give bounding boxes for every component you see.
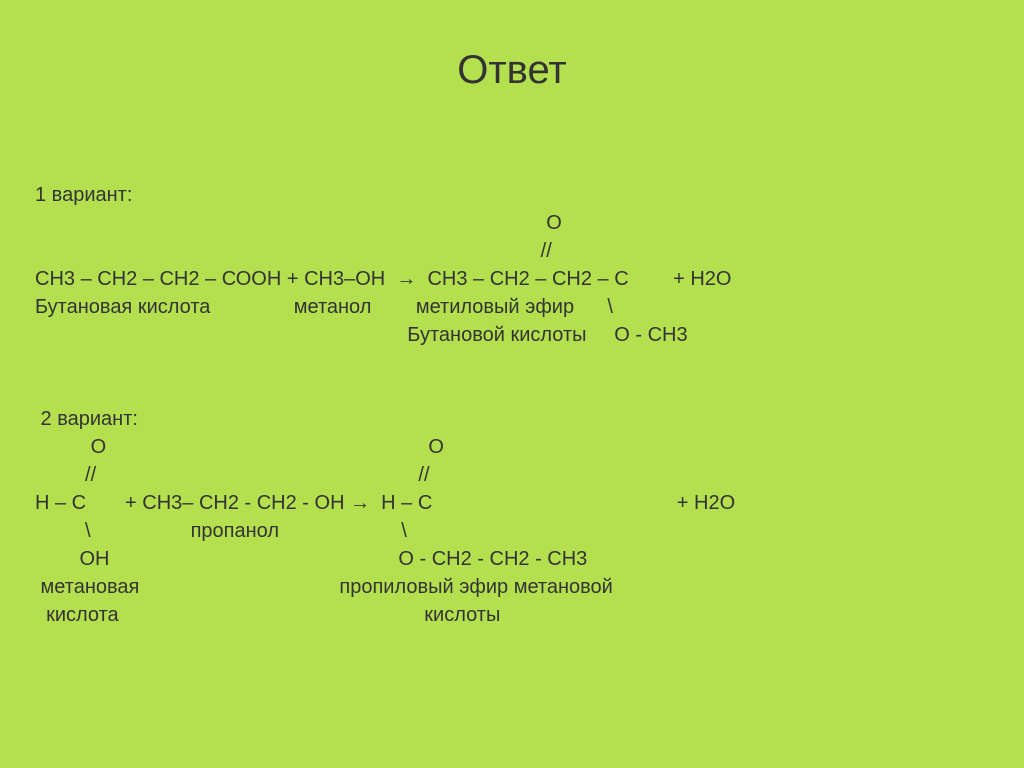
variant2-labels: метановая пропиловый эфир метановой: [35, 576, 613, 598]
variant1-label: 1 вариант:: [35, 184, 132, 206]
variant1-slash-top: //: [35, 240, 552, 262]
variant1-product-bottom: Бутановой кислоты О - СН3: [35, 324, 688, 346]
variant1-labels: Бутановая кислота метанол метиловый эфир…: [35, 296, 613, 318]
variant2-labels2: кислота кислоты: [35, 604, 500, 626]
variant2-o-top: О О: [35, 436, 444, 458]
variant1-o-top: О: [35, 212, 562, 234]
variant2-label: 2 вариант:: [35, 408, 138, 430]
slide-title: Ответ: [0, 0, 1024, 93]
variant2-slash-top: // //: [35, 464, 430, 486]
variant2-oh-line: ОН О - СН2 - СН2 - СН3: [35, 548, 587, 570]
slide-content: 1 вариант: О // С: [0, 153, 1024, 629]
variant2-equation: Н – С + СН3– СН2 - СН2 - ОН → Н – С + Н2…: [35, 492, 735, 514]
variant2-slashes: \ пропанол \: [35, 520, 407, 542]
variant1-equation: СН3 – СН2 – СН2 – СООН + СН3–ОН → СН3 – …: [35, 268, 731, 290]
